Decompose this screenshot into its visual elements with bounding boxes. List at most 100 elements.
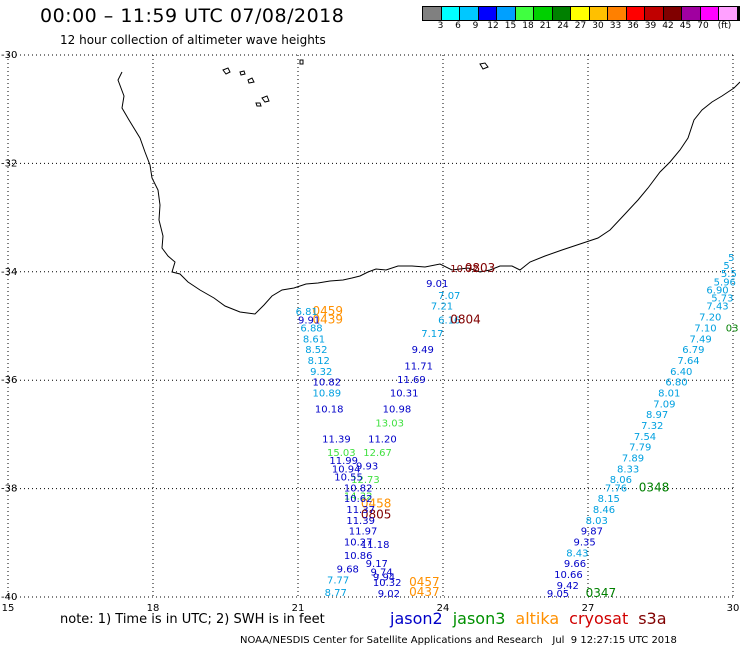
wave-height-label: 10.98 — [383, 405, 412, 416]
wave-height-label: 5.5 — [721, 269, 737, 280]
wave-height-label: 03 — [726, 323, 739, 334]
wave-height-label: 11.69 — [397, 375, 426, 386]
wave-height-label: 5.73 — [711, 294, 733, 305]
wave-height-label: 6.88 — [300, 323, 322, 334]
wave-height-label: 6.80 — [665, 378, 687, 389]
wave-height-label: 10.82 — [344, 483, 373, 494]
wave-height-label: 8.43 — [566, 548, 588, 559]
lat-tick-label: -38 — [1, 484, 17, 495]
color-scale-label: (ft) — [717, 21, 732, 31]
wave-height-label: 9.17 — [366, 559, 388, 570]
wave-height-label: 8.77 — [325, 588, 347, 599]
wave-height-label: 11.39 — [346, 516, 375, 527]
wave-height-label: 11.18 — [361, 540, 390, 551]
page-title: 00:00 – 11:59 UTC 07/08/2018 — [40, 5, 345, 27]
pass-time-label: 0439 — [313, 312, 344, 326]
wave-height-label: 8.97 — [646, 410, 668, 421]
wave-height-label: 6.90 — [706, 285, 728, 296]
wave-height-label: 8.01 — [658, 388, 680, 399]
wave-height-label: 9.32 — [310, 367, 332, 378]
wave-height-label: 5 — [728, 253, 734, 264]
color-scale-label: 39 — [644, 21, 657, 31]
wave-height-label: 8.12 — [308, 356, 330, 367]
color-scale-label: 70 — [697, 21, 709, 31]
wave-height-label: 7.43 — [706, 302, 728, 313]
color-scale-label: 9 — [472, 21, 479, 31]
pass-time-label: 0437 — [409, 585, 440, 599]
lat-tick-label: -32 — [1, 158, 17, 169]
wave-height-label: 14.32 — [344, 491, 373, 502]
wave-height-label: 10.94 — [332, 464, 361, 475]
color-scale-label: 12 — [487, 21, 499, 31]
wave-height-label: 7.49 — [690, 334, 712, 345]
satellite-legend-item: jason2 — [390, 609, 443, 628]
lat-tick-label: -34 — [1, 267, 17, 278]
wave-height-label: 5.96 — [714, 277, 736, 288]
wave-height-label: 11.99 — [329, 456, 358, 467]
wave-height-label: 7.17 — [421, 329, 443, 340]
color-scale-label: 45 — [679, 21, 692, 31]
lat-tick-label: -40 — [1, 592, 17, 603]
pass-time-label: 0805 — [361, 507, 392, 521]
wave-height-label: 7.21 — [431, 302, 453, 313]
pass-time-label: 0348 — [639, 480, 670, 494]
wave-height-label: 9.93 — [356, 462, 378, 473]
wave-height-label: 9.05 — [547, 589, 569, 600]
lon-tick-label: 18 — [147, 603, 160, 614]
wave-height-label: 11.20 — [368, 435, 397, 446]
credit-text: NOAA/NESDIS Center for Satellite Applica… — [240, 635, 677, 646]
pass-time-label: 0804 — [450, 312, 481, 326]
wave-height-label: 7.79 — [629, 443, 651, 454]
lon-tick-label: 24 — [437, 603, 450, 614]
wave-height-label: 11.37 — [346, 505, 375, 516]
satellite-legend: jason2 jason3 altika cryosat s3a — [390, 609, 677, 628]
wave-height-label: 11.97 — [349, 527, 378, 538]
wave-height-label: 6.40 — [670, 367, 692, 378]
wave-height-label: 9.74 — [371, 567, 393, 578]
satellite-legend-item: cryosat — [569, 609, 629, 628]
wave-height-label: 7.09 — [653, 399, 675, 410]
color-scale-label: 18 — [522, 21, 534, 31]
wave-height-label: 8.52 — [305, 345, 327, 356]
satellite-legend-item: altika — [515, 609, 560, 628]
wave-height-label: 9.66 — [564, 559, 586, 570]
satellite-legend-item: s3a — [638, 609, 667, 628]
wave-height-label: 10.66 — [554, 570, 583, 581]
wave-height-label: 8.46 — [593, 505, 615, 516]
wave-height-label: 12.73 — [351, 475, 380, 486]
wave-height-label: 10.32 — [373, 578, 402, 589]
wave-height-label: 7.89 — [622, 454, 644, 465]
pass-time-label: 0803 — [465, 261, 496, 275]
color-scale-label: 6 — [455, 21, 461, 31]
note-text: note: 1) Time is in UTC; 2) SWH is in fe… — [60, 612, 325, 627]
wave-height-label: 7.07 — [438, 291, 460, 302]
wave-height-label: 7.76 — [605, 483, 627, 494]
wave-height-label: 6.81 — [296, 307, 318, 318]
wave-height-label: 11.39 — [322, 435, 351, 446]
wave-height-label: 9.87 — [581, 527, 603, 538]
wave-height-label: 13.03 — [375, 418, 404, 429]
wave-height-label: 8.61 — [303, 334, 325, 345]
color-scale-label: 42 — [662, 21, 674, 31]
lat-tick-label: -36 — [1, 375, 17, 386]
wave-height-label: 6.16 — [438, 315, 460, 326]
lon-tick-label: 30 — [727, 603, 740, 614]
wave-height-label: 6.79 — [682, 345, 704, 356]
lon-tick-label: 15 — [2, 603, 15, 614]
wave-height-label: 7.77 — [327, 575, 349, 586]
wave-height-label: 10.86 — [344, 551, 373, 562]
wave-height-label: 8.06 — [610, 475, 632, 486]
color-scale-label: 27 — [574, 21, 587, 31]
wave-height-label: 11.71 — [404, 361, 433, 372]
wave-height-label: 10.55 — [334, 472, 363, 483]
wave-height-label: 10.62 — [344, 494, 373, 505]
lat-tick-label: -30 — [1, 50, 17, 61]
lon-tick-label: 27 — [582, 603, 595, 614]
color-swatch — [736, 6, 740, 21]
wave-height-label: 10.31 — [390, 388, 419, 399]
wave-height-label: 7.64 — [677, 356, 699, 367]
wave-height-label: 5. — [723, 261, 733, 272]
pass-time-label: 0347 — [586, 586, 617, 600]
wave-height-label: 8.03 — [586, 516, 608, 527]
